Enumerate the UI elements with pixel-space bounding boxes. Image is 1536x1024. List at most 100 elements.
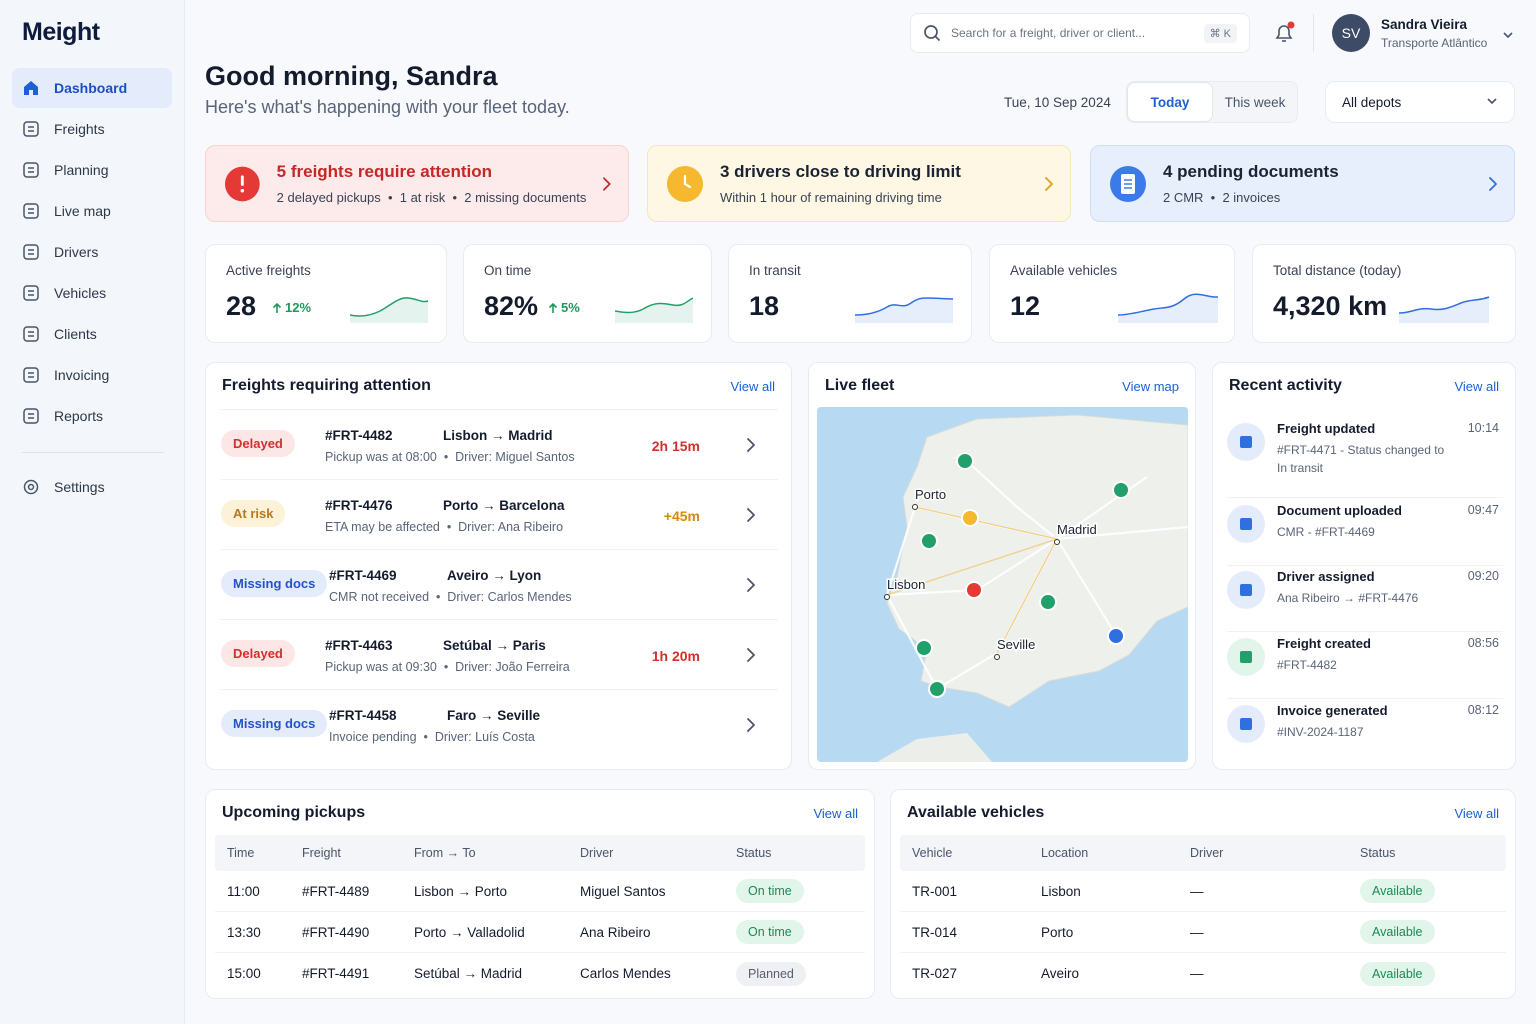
card-link[interactable]: View all <box>1454 379 1499 394</box>
table-cell: Ana Ribeiro <box>580 925 736 940</box>
table-cell: — <box>1190 884 1360 899</box>
nav-item[interactable]: Freights <box>12 109 172 149</box>
nav-item[interactable]: Clients <box>12 314 172 354</box>
nav-item[interactable]: Vehicles <box>12 273 172 313</box>
tab[interactable]: Today <box>1127 82 1213 122</box>
table-cell: #FRT-4491 <box>302 966 414 981</box>
search-box[interactable]: Search for a freight, driver or client..… <box>910 13 1250 53</box>
nav-label: Freights <box>54 121 105 137</box>
sparkline <box>1118 293 1218 323</box>
column-header: Freight <box>302 846 341 860</box>
cell-text: TR-027 <box>912 966 958 981</box>
table-cell: Miguel Santos <box>580 884 736 899</box>
attention-row[interactable]: Missing docs #FRT-4469 Aveiro → Lyon CMR no… <box>221 549 778 619</box>
nav-label: Dashboard <box>54 80 128 96</box>
nav-item[interactable]: Live map <box>12 191 172 231</box>
card-link[interactable]: View all <box>813 806 858 821</box>
sparkline <box>855 297 954 323</box>
divider <box>1227 565 1503 566</box>
card-title: Recent activity <box>1229 377 1342 394</box>
search-placeholder: Search for a freight, driver or client..… <box>951 26 1146 40</box>
activity-title: Driver assigned <box>1277 569 1375 584</box>
icon <box>23 367 39 383</box>
cell-text: Carlos Mendes <box>580 966 671 981</box>
card-link[interactable]: View map <box>1122 379 1179 394</box>
delay: 1h 20m <box>651 648 700 664</box>
nav-item[interactable]: Reports <box>12 396 172 436</box>
nav-item[interactable]: Settings <box>12 467 172 507</box>
kpi-value: 4,320 km <box>1273 291 1388 321</box>
alert-card[interactable]: 4 pending documents 2 CMR • 2 invoices <box>1090 145 1515 222</box>
kpi-label: On time <box>484 263 532 278</box>
tab[interactable]: This week <box>1224 94 1286 110</box>
cell-text: Miguel Santos <box>580 883 666 899</box>
route: Porto → Barcelona <box>443 498 565 513</box>
route: Faro → Seville <box>447 708 541 723</box>
table-row: 13:30 #FRT-4490 Porto → Valladolid Ana Ribe… <box>215 912 865 953</box>
chevron <box>1489 176 1497 191</box>
bell[interactable] <box>1272 21 1296 45</box>
cell-text: #FRT-4490 <box>302 924 370 940</box>
cell-text: #FRT-4489 <box>302 883 370 899</box>
table-row: 15:00 #FRT-4491 Setúbal → Madrid Carlos Men… <box>215 953 865 994</box>
nav-item[interactable]: Invoicing <box>12 355 172 395</box>
divider <box>22 452 164 453</box>
icon <box>24 81 38 95</box>
activity-detail: #INV-2024-1187 <box>1277 725 1364 739</box>
attention-row[interactable]: Delayed #FRT-4482 Lisbon → Madrid Pickup wa… <box>221 409 778 479</box>
cell-text: Lisbon → Porto <box>414 883 508 899</box>
cell-text: TR-001 <box>912 883 958 899</box>
city-label: Seville <box>997 637 1035 652</box>
activity-time: 10:14 <box>1467 421 1499 435</box>
greeting: Good morning, Sandra <box>205 61 498 91</box>
alert-detail: 2 delayed pickups • 1 at risk • 2 missin… <box>276 190 587 205</box>
alert-card[interactable]: 3 drivers close to driving limit Within 1… <box>647 145 1071 222</box>
user-menu <box>1502 28 1514 39</box>
avatar: SV <box>1332 14 1370 52</box>
table-cell: Porto → Valladolid <box>414 925 580 940</box>
activity-time: 08:12 <box>1467 703 1499 717</box>
kpi-card: Active freights 28 12% <box>205 244 447 343</box>
shortcut: ⌘ K <box>1203 23 1237 43</box>
card-link[interactable]: View all <box>730 379 775 394</box>
nav-item[interactable]: Planning <box>12 150 172 190</box>
kpi-card: On time 82% 5% <box>463 244 712 343</box>
nav-label: Invoicing <box>54 367 110 383</box>
fleet-card: Live fleet View map Porto Madrid Lisbon Sevi… <box>808 362 1196 770</box>
divider <box>1227 497 1503 498</box>
route: Lisbon → Madrid <box>443 428 553 443</box>
alert-detail: Within 1 hour of remaining driving time <box>720 190 942 205</box>
city-label: Lisbon <box>887 577 925 592</box>
table-cell: — <box>1190 925 1360 940</box>
icon <box>224 166 260 201</box>
column-header: Status <box>736 846 772 860</box>
activity-detail: Ana Ribeiro → #FRT-4476 <box>1277 591 1419 605</box>
sidebar: Meight Dashboard Freights Planning Live map D… <box>0 0 185 1024</box>
card-title: Upcoming pickups <box>222 804 366 821</box>
icon <box>1275 21 1295 42</box>
kpi-label: In transit <box>749 263 801 278</box>
city-label: Porto <box>915 487 946 502</box>
nav-label: Vehicles <box>54 285 107 301</box>
attention-row[interactable]: Delayed #FRT-4463 Setúbal → Paris Pickup wa… <box>221 619 778 689</box>
card-link[interactable]: View all <box>1454 806 1499 821</box>
table-cell: Available <box>1360 920 1506 944</box>
cell-text: 15:00 <box>227 966 261 981</box>
column-header: From → To <box>414 846 476 860</box>
alert-text: 3 drivers close to driving limit Within 1… <box>720 162 1028 205</box>
cell-text: Porto <box>1041 924 1074 940</box>
table-cell: Aveiro <box>1041 966 1190 981</box>
attention-row[interactable]: At risk #FRT-4476 Porto → Barcelona ETA may… <box>221 479 778 549</box>
freight-detail: CMR not received • Driver: Carlos Mendes <box>329 590 572 604</box>
nav-item[interactable]: Dashboard <box>12 68 172 108</box>
delay: 2h 15m <box>651 438 700 454</box>
city-dot <box>994 654 1000 660</box>
status-badge: Delayed <box>221 430 295 457</box>
status-badge: Available <box>1360 961 1435 986</box>
nav-item[interactable]: Drivers <box>12 232 172 272</box>
attention-row[interactable]: Missing docs #FRT-4458 Faro → Seville Invoi… <box>221 689 778 759</box>
depot-select[interactable]: All depots <box>1325 81 1515 123</box>
chevron <box>747 508 755 522</box>
freight-id: #FRT-4482 <box>325 428 393 443</box>
alert-card[interactable]: 5 freights require attention 2 delayed pi… <box>205 145 629 222</box>
